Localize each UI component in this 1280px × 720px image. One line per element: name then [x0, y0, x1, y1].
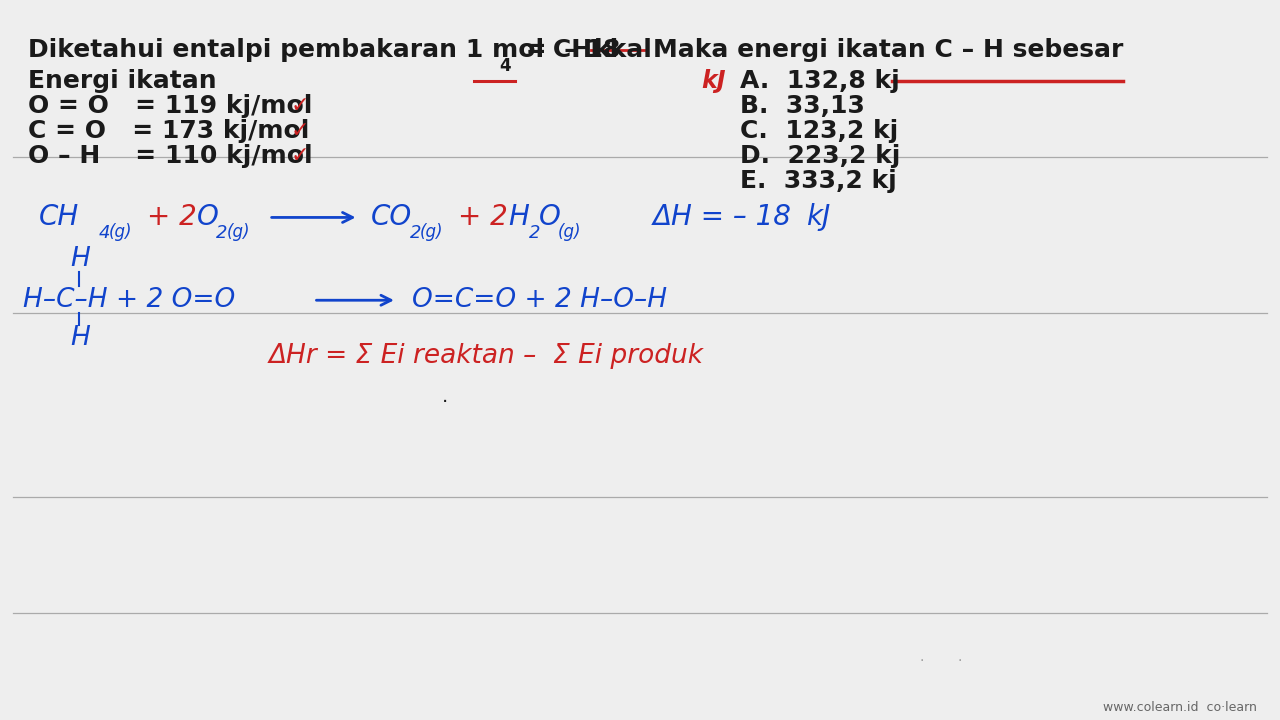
Text: 4: 4	[499, 58, 511, 75]
Text: 2: 2	[529, 225, 540, 242]
Text: + 2: + 2	[147, 204, 197, 231]
Text: D.  223,2 kj: D. 223,2 kj	[740, 144, 900, 168]
Text: A.  132,8 kj: A. 132,8 kj	[740, 68, 900, 93]
Text: kkal: kkal	[594, 38, 653, 63]
Text: ✓: ✓	[291, 121, 310, 141]
Text: H: H	[508, 204, 529, 231]
Text: kJ: kJ	[701, 68, 726, 93]
Text: 4: 4	[99, 225, 110, 242]
Text: 2: 2	[216, 225, 228, 242]
Text: CH: CH	[38, 204, 78, 231]
Text: (g): (g)	[109, 223, 132, 240]
Text: H–C–H + 2 O=O: H–C–H + 2 O=O	[23, 287, 236, 313]
Text: O: O	[539, 204, 561, 231]
Text: (g): (g)	[227, 223, 250, 240]
Text: ΔHr = Σ Ei reaktan –  Σ Ei produk: ΔHr = Σ Ei reaktan – Σ Ei produk	[269, 343, 704, 369]
Text: C.  123,2 kj: C. 123,2 kj	[740, 119, 899, 143]
Text: =  – 18: = – 18	[517, 38, 630, 63]
Text: C = O   = 173 kj/mol: C = O = 173 kj/mol	[28, 119, 310, 143]
Text: B.  33,13: B. 33,13	[740, 94, 865, 118]
Text: ΔH = – 18: ΔH = – 18	[653, 204, 791, 231]
Text: O: O	[197, 204, 219, 231]
Text: ✓: ✓	[291, 146, 310, 166]
Text: O = O   = 119 kj/mol: O = O = 119 kj/mol	[28, 94, 312, 118]
Text: (g): (g)	[420, 223, 443, 240]
Text: kJ: kJ	[806, 204, 831, 231]
Text: E.  333,2 kj: E. 333,2 kj	[740, 169, 896, 194]
Text: (g): (g)	[558, 223, 581, 240]
Text: O=C=O + 2 H–O–H: O=C=O + 2 H–O–H	[412, 287, 667, 313]
Text: Maka energi ikatan C – H sebesar: Maka energi ikatan C – H sebesar	[653, 38, 1123, 63]
Text: .: .	[442, 387, 448, 405]
Text: .: .	[957, 649, 961, 664]
Text: O – H    = 110 kj/mol: O – H = 110 kj/mol	[28, 144, 312, 168]
Text: H: H	[70, 246, 91, 272]
Text: .: .	[919, 649, 923, 664]
Text: ✓: ✓	[291, 96, 310, 116]
Text: Diketahui entalpi pembakaran 1 mol CH: Diketahui entalpi pembakaran 1 mol CH	[28, 38, 593, 63]
Text: www.colearn.id  co·learn: www.colearn.id co·learn	[1103, 701, 1257, 714]
Text: H: H	[70, 325, 91, 351]
Text: Energi ikatan: Energi ikatan	[28, 68, 216, 93]
Text: 2: 2	[410, 225, 421, 242]
Text: + 2: + 2	[458, 204, 508, 231]
Text: CO: CO	[371, 204, 412, 231]
